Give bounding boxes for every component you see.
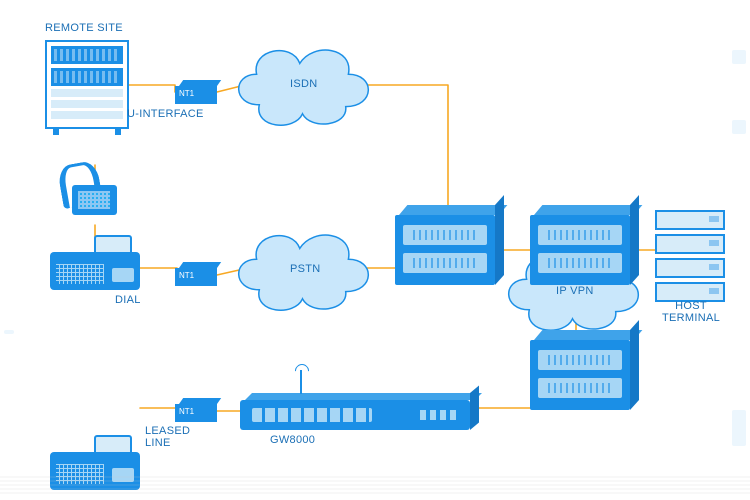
nt1-c-label: NT1 — [179, 407, 194, 416]
nt1-box-pstn: NT1 — [175, 262, 217, 286]
nt1-b-label: NT1 — [179, 271, 194, 280]
nt1-box-leased: NT1 — [175, 398, 217, 422]
dial-label: DIAL — [115, 294, 141, 306]
host-terminal-label: HOST TERMINAL — [662, 300, 720, 324]
remote-site-label: REMOTE SITE — [45, 22, 123, 34]
pos-terminal-1 — [50, 235, 140, 290]
pstn-cloud-label: PSTN — [290, 263, 321, 275]
nt1-a-label: NT1 — [179, 89, 194, 98]
phone-icon — [72, 185, 117, 215]
nt1-box-isdn: NT1 — [175, 80, 217, 104]
isdn-cloud-label: ISDN — [290, 78, 317, 90]
gw8000-label: GW8000 — [270, 434, 315, 446]
gateway-chassis-1 — [395, 215, 495, 285]
pos-terminal-2 — [50, 435, 140, 490]
gateway-chassis-2 — [530, 215, 630, 285]
ipvpn-cloud-label: IP VPN — [556, 285, 594, 297]
u-interface-label: U-INTERFACE — [127, 108, 204, 120]
gateway-chassis-3 — [530, 340, 630, 410]
network-diagram: REMOTE SITE NT1 U-INTERFACE NT1 NT1 DIAL… — [0, 0, 750, 500]
remote-site-rack — [45, 40, 129, 129]
gw8000-router — [240, 400, 470, 430]
host-terminal-stack — [655, 210, 725, 306]
leased-line-label: LEASED LINE — [145, 425, 190, 449]
